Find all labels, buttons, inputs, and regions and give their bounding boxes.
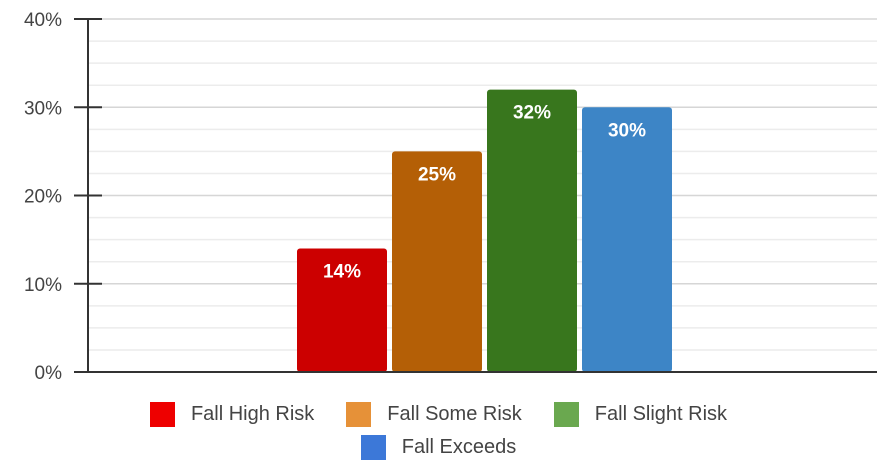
legend-swatch-fall-exceeds [360, 435, 386, 460]
legend-swatch-fall-high-risk [149, 402, 175, 427]
legend-label-fall-high-risk: Fall High Risk [190, 403, 315, 425]
legend-row-2: Fall Exceeds [0, 431, 877, 464]
legend-item-fall-exceeds[interactable]: Fall Exceeds [360, 435, 517, 460]
legend-row-1: Fall High Risk Fall Some Risk Fall Sligh… [0, 398, 877, 431]
bar-fall-slight-risk[interactable] [487, 89, 577, 372]
y-tick-label: 0% [35, 363, 63, 384]
data-labels: 14% 25% 32% 30% [323, 103, 646, 283]
bar-fall-exceeds[interactable] [582, 107, 672, 372]
y-tick-label: 40% [24, 10, 62, 31]
bars [297, 89, 672, 372]
data-label-fall-some-risk: 25% [418, 164, 456, 185]
data-label-fall-slight-risk: 32% [513, 103, 551, 124]
legend-swatch-fall-slight-risk [553, 402, 579, 427]
legend-item-fall-some-risk[interactable]: Fall Some Risk [346, 402, 522, 427]
data-label-fall-high-risk: 14% [323, 261, 361, 282]
y-tick-label: 30% [24, 98, 62, 119]
legend-label-fall-slight-risk: Fall Slight Risk [594, 403, 728, 425]
data-label-fall-exceeds: 30% [608, 120, 646, 141]
legend: Fall High Risk Fall Some Risk Fall Sligh… [0, 398, 877, 464]
y-axis-ticks: 0% 10% 20% 30% 40% [24, 10, 102, 384]
y-tick-label: 20% [24, 187, 62, 208]
legend-label-fall-exceeds: Fall Exceeds [401, 436, 517, 458]
bar-fall-some-risk[interactable] [392, 151, 482, 372]
legend-item-fall-high-risk[interactable]: Fall High Risk [149, 402, 315, 427]
y-tick-label: 10% [24, 275, 62, 296]
legend-item-fall-slight-risk[interactable]: Fall Slight Risk [553, 402, 728, 427]
legend-label-fall-some-risk: Fall Some Risk [387, 403, 522, 425]
bar-fall-high-risk[interactable] [297, 248, 387, 372]
legend-swatch-fall-some-risk [346, 402, 372, 427]
grid-lines [88, 18, 877, 373]
